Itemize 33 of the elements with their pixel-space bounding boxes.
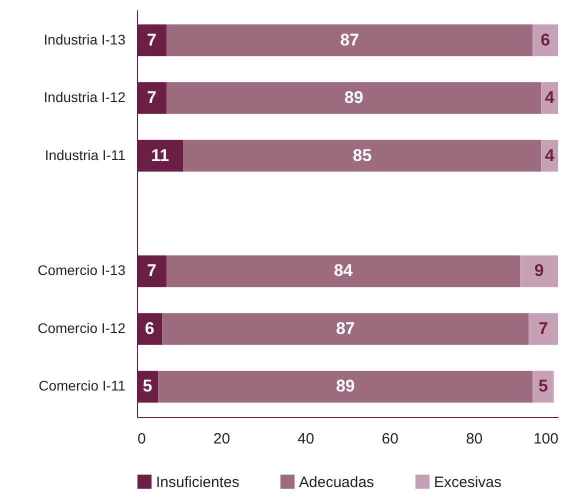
x-tick-label: 20 — [213, 430, 230, 448]
data-label: 87 — [340, 30, 360, 50]
data-label: 5 — [142, 376, 152, 396]
y-tick-label: Industria I-13 — [44, 31, 126, 48]
data-label: 84 — [334, 261, 354, 280]
x-tick-label: 0 — [138, 430, 146, 448]
legend-label: Insuficientes — [156, 474, 240, 491]
data-label: 9 — [534, 261, 544, 280]
y-tick-label: Industria I-12 — [44, 89, 126, 106]
data-label: 4 — [544, 88, 555, 108]
data-label: 89 — [336, 376, 355, 396]
data-label: 7 — [538, 318, 548, 338]
data-label: 11 — [151, 146, 170, 165]
data-label: 89 — [344, 88, 364, 108]
legend-label: Adecuadas — [299, 474, 374, 491]
x-tick-label: 80 — [466, 430, 483, 448]
data-label: 5 — [538, 376, 548, 396]
x-tick-label: 40 — [298, 430, 314, 448]
y-tick-label: Comercio I-11 — [38, 378, 126, 394]
data-label: 87 — [336, 318, 355, 338]
y-tick-label: Industria I-11 — [44, 146, 126, 163]
x-tick-label: 60 — [382, 430, 398, 448]
y-tick-label: Comercio I-13 — [38, 262, 126, 278]
data-label: 7 — [147, 261, 156, 280]
data-label: 6 — [540, 30, 550, 50]
data-label: 7 — [147, 30, 156, 50]
data-label: 6 — [144, 318, 154, 338]
data-label: 4 — [544, 146, 555, 165]
data-label: 7 — [147, 88, 156, 108]
legend-label: Excesivas — [434, 474, 502, 491]
x-tick-label: 100 — [533, 430, 558, 448]
y-tick-label: Comercio I-12 — [38, 320, 126, 336]
data-label: 85 — [352, 146, 372, 165]
